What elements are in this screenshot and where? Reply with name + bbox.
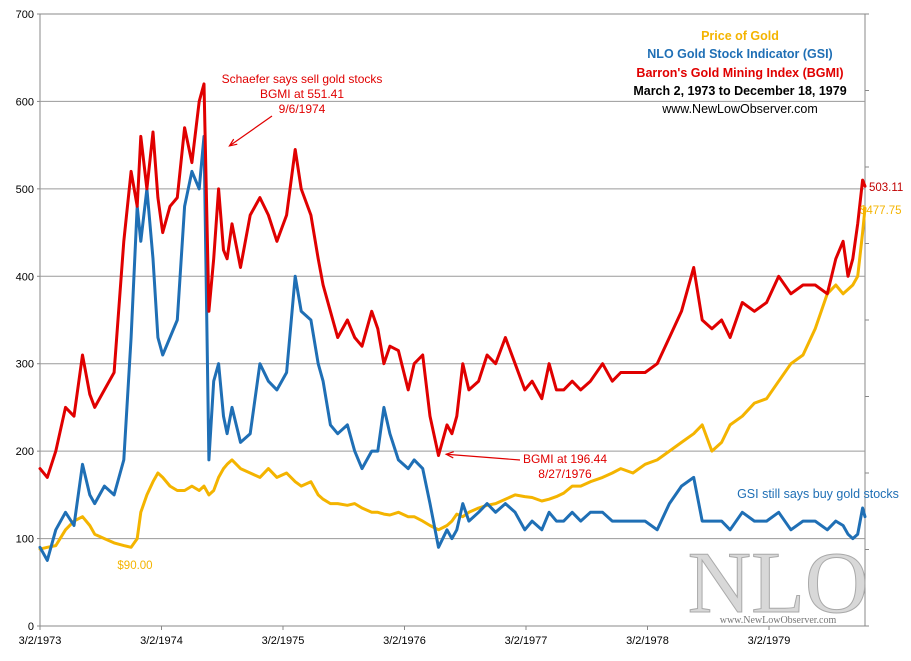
watermark: NLO www.NewLowObserver.com — [687, 535, 869, 633]
title-line-bgmi: Barron's Gold Mining Index (BGMI) — [636, 66, 843, 80]
chart-title-block: Price of Gold NLO Gold Stock Indicator (… — [633, 29, 846, 116]
x-tick-label: 3/2/1977 — [505, 635, 548, 647]
series-layer — [38, 82, 867, 562]
watermark-url: www.NewLowObserver.com — [720, 615, 837, 626]
title-line-website: www.NewLowObserver.com — [661, 102, 818, 116]
x-tick-label: 3/2/1975 — [262, 635, 305, 647]
annotation-schaefer-line3: 9/6/1974 — [279, 102, 326, 116]
annotation-arrow-schaefer — [229, 115, 273, 147]
y-tick-label: 100 — [16, 534, 34, 546]
y-tick-label: 600 — [16, 96, 34, 108]
y-tick-label: 200 — [16, 446, 34, 458]
annotation-schaefer-line2: BGMI at 551.41 — [260, 87, 344, 101]
annotation-schaefer: Schaefer says sell gold stocks BGMI at 5… — [222, 72, 383, 116]
title-line-gold: Price of Gold — [701, 29, 779, 43]
end-label-bgmi: 503.11 — [869, 182, 903, 194]
annotation-gsi-buy: GSI still says buy gold stocks — [737, 487, 899, 501]
annotation-arrow-schaefer-head — [228, 138, 238, 147]
x-tick-label: 3/2/1973 — [19, 635, 62, 647]
x-tick-label: 3/2/1976 — [383, 635, 426, 647]
x-tick-label: 3/2/1974 — [140, 635, 183, 647]
watermark-logo: NLO — [688, 535, 869, 632]
y-axis: 0 100 200 300 400 500 600 700 — [16, 9, 869, 633]
x-tick-label: 3/2/1978 — [626, 635, 669, 647]
annotation-bgmi-low: BGMI at 196.44 8/27/1976 — [523, 452, 607, 481]
gridlines — [40, 100, 865, 540]
y-tick-label: 0 — [28, 621, 34, 633]
annotation-bgmi-low-line1: BGMI at 196.44 — [523, 452, 607, 466]
x-axis: 3/2/1973 3/2/1974 3/2/1975 3/2/1976 3/2/1977… — [19, 626, 791, 647]
series-line-barron-s-gold-mining-index-bgmi — [38, 82, 867, 479]
annotation-bgmi-low-line2: 8/27/1976 — [538, 467, 592, 481]
annotation-gold-low: $90.00 — [117, 560, 152, 572]
annotation-arrow-bgmi-low — [446, 453, 521, 461]
title-line-daterange: March 2, 1973 to December 18, 1979 — [633, 84, 846, 98]
series-line-nlo-gold-stock-indicator-gsi — [38, 134, 867, 562]
y-tick-label: 300 — [16, 359, 34, 371]
end-label-gold: $477.75 — [860, 205, 902, 217]
annotation-schaefer-line1: Schaefer says sell gold stocks — [222, 72, 383, 86]
annotation-arrow-bgmi-low-head — [444, 451, 454, 459]
series-line-price-of-gold — [38, 206, 867, 551]
y-tick-label: 400 — [16, 271, 34, 283]
y-tick-label: 700 — [16, 9, 34, 21]
title-line-gsi: NLO Gold Stock Indicator (GSI) — [647, 47, 832, 61]
y-tick-label: 500 — [16, 184, 34, 196]
x-tick-label: 3/2/1979 — [748, 635, 791, 647]
